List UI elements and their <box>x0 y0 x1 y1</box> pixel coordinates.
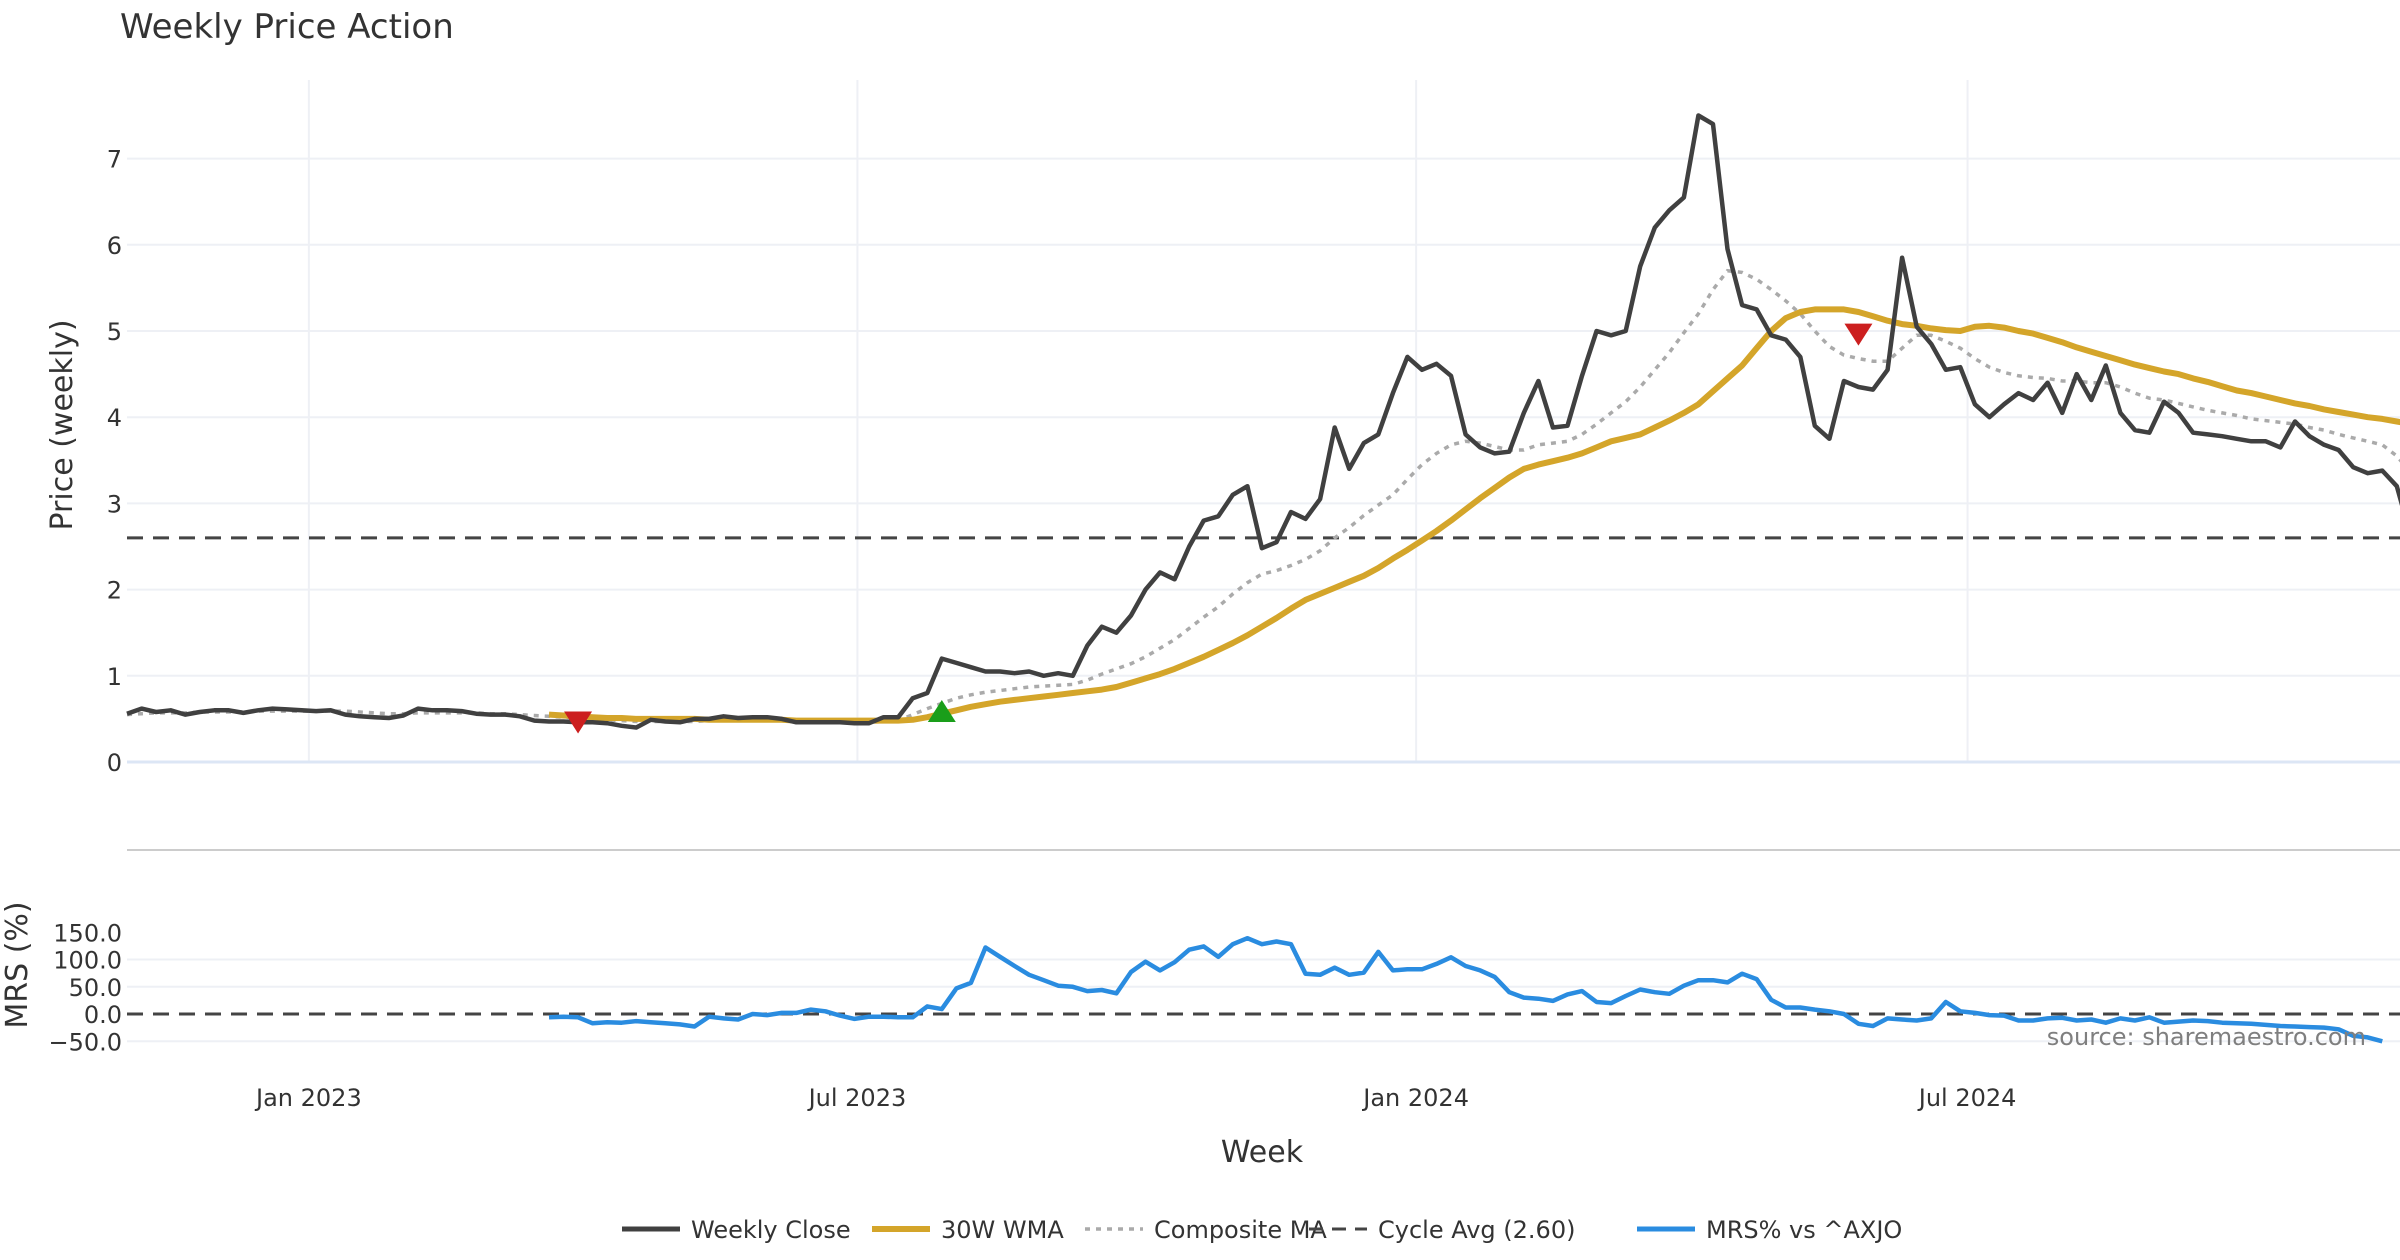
price-panel: 0 1 2 3 4 5 6 7 Price (weekly) <box>45 80 2400 777</box>
x-tick-jul-2023: Jul 2023 <box>807 1084 907 1112</box>
price-y-axis-title: Price (weekly) <box>45 319 80 530</box>
legend-label-2: Composite MA <box>1154 1216 1327 1244</box>
price-y-tick-2: 2 <box>107 577 122 605</box>
wma-30w-line <box>548 306 2400 724</box>
mrs-line <box>548 935 2383 1044</box>
price-y-tick-3: 3 <box>107 490 122 518</box>
mrs-y-tick-0: 150.0 <box>53 919 122 947</box>
price-grid <box>127 80 2400 764</box>
mrs-y-tick-2: 50.0 <box>69 974 122 1002</box>
x-tick-jan-2024: Jan 2024 <box>1361 1084 1469 1112</box>
sell-signal-marker-0 <box>564 711 593 734</box>
signal-markers <box>564 323 1873 734</box>
legend-label-3: Cycle Avg (2.60) <box>1378 1216 1575 1244</box>
weekly-close-line <box>126 113 2400 730</box>
legend-label-4: MRS% vs ^AXJO <box>1706 1216 1902 1244</box>
x-axis-title: Week <box>1221 1135 1304 1170</box>
legend-label-1: 30W WMA <box>941 1216 1064 1244</box>
sell-signal-marker-2 <box>1844 323 1873 346</box>
x-tick-jan-2023: Jan 2023 <box>254 1084 362 1112</box>
price-y-tick-7: 7 <box>107 146 122 174</box>
legend-label-0: Weekly Close <box>691 1216 851 1244</box>
mrs-y-tick-3: 0.0 <box>84 1001 122 1029</box>
buy-signal-marker-1 <box>927 700 956 723</box>
price-y-ticks: 0 1 2 3 4 5 6 7 <box>107 146 122 777</box>
mrs-grid <box>127 849 2400 1043</box>
price-lines <box>126 113 2400 730</box>
price-y-tick-1: 1 <box>107 663 122 691</box>
price-y-tick-4: 4 <box>107 404 122 432</box>
composite-ma-line <box>126 268 2400 725</box>
price-y-tick-0: 0 <box>107 749 122 777</box>
chart-title: Weekly Price Action <box>120 7 454 47</box>
mrs-lines <box>127 935 2400 1044</box>
x-tick-jul-2024: Jul 2024 <box>1917 1084 2017 1112</box>
price-y-tick-5: 5 <box>107 318 122 346</box>
mrs-y-tick-4: −50.0 <box>48 1028 122 1056</box>
price-y-tick-6: 6 <box>107 232 122 260</box>
source-annotation: source: sharemaestro.com <box>2047 1023 2366 1051</box>
mrs-y-tick-1: 100.0 <box>53 947 122 975</box>
mrs-y-axis-title: MRS (%) <box>0 901 35 1028</box>
legend: Weekly Close 30W WMA Composite MA Cycle Avg… <box>622 1216 1902 1244</box>
